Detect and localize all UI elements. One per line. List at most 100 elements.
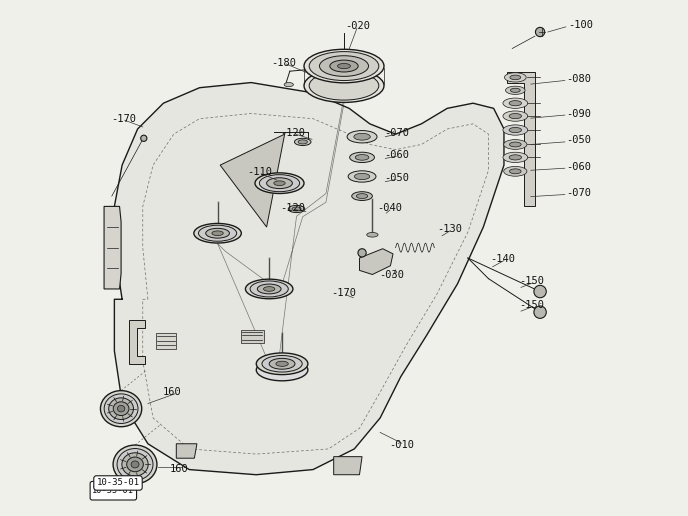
Text: -080: -080: [566, 74, 591, 84]
Ellipse shape: [122, 453, 148, 476]
Text: 160: 160: [162, 387, 181, 397]
Ellipse shape: [304, 50, 384, 83]
Ellipse shape: [113, 445, 157, 484]
Text: -170: -170: [111, 114, 136, 124]
Ellipse shape: [510, 88, 520, 92]
Ellipse shape: [330, 60, 358, 72]
Ellipse shape: [504, 166, 527, 176]
Ellipse shape: [206, 228, 230, 238]
Text: -030: -030: [379, 269, 404, 280]
Ellipse shape: [309, 71, 379, 100]
Text: -110: -110: [247, 167, 272, 178]
Ellipse shape: [509, 114, 522, 119]
Ellipse shape: [503, 152, 528, 163]
Circle shape: [534, 285, 546, 298]
Ellipse shape: [509, 127, 522, 133]
Ellipse shape: [267, 178, 292, 189]
Ellipse shape: [354, 133, 370, 140]
Ellipse shape: [347, 131, 377, 143]
Ellipse shape: [506, 86, 525, 94]
Ellipse shape: [367, 232, 378, 237]
Ellipse shape: [510, 169, 521, 174]
Ellipse shape: [104, 394, 138, 424]
Circle shape: [358, 249, 366, 257]
Ellipse shape: [504, 73, 526, 82]
Text: -170: -170: [332, 288, 356, 298]
Text: -050: -050: [566, 135, 591, 146]
Ellipse shape: [269, 358, 295, 369]
Ellipse shape: [354, 173, 369, 180]
Ellipse shape: [246, 279, 293, 299]
Text: -120: -120: [280, 128, 305, 138]
Text: -100: -100: [568, 20, 594, 30]
Text: -010: -010: [389, 440, 414, 450]
Ellipse shape: [294, 138, 311, 146]
Ellipse shape: [100, 391, 142, 427]
Polygon shape: [241, 330, 264, 343]
Ellipse shape: [194, 223, 241, 243]
Circle shape: [140, 135, 147, 141]
Ellipse shape: [274, 181, 285, 186]
Polygon shape: [176, 444, 197, 458]
Ellipse shape: [319, 56, 369, 76]
Text: -130: -130: [437, 224, 462, 234]
Ellipse shape: [510, 142, 521, 147]
Ellipse shape: [503, 125, 528, 135]
Ellipse shape: [503, 111, 528, 121]
Text: -090: -090: [566, 108, 591, 119]
Text: -150: -150: [519, 276, 544, 286]
Ellipse shape: [257, 284, 281, 294]
Text: -180: -180: [270, 58, 296, 68]
Polygon shape: [129, 320, 145, 364]
Ellipse shape: [257, 359, 308, 381]
Ellipse shape: [255, 173, 304, 194]
Circle shape: [535, 27, 545, 37]
Polygon shape: [155, 333, 176, 349]
Ellipse shape: [127, 457, 143, 472]
Ellipse shape: [503, 98, 528, 108]
Ellipse shape: [276, 361, 288, 366]
Polygon shape: [506, 72, 535, 206]
Text: -040: -040: [377, 203, 402, 214]
Ellipse shape: [509, 155, 522, 160]
Circle shape: [534, 306, 546, 318]
Ellipse shape: [338, 63, 350, 69]
Ellipse shape: [198, 225, 237, 241]
Ellipse shape: [509, 101, 522, 106]
Ellipse shape: [259, 174, 300, 192]
Polygon shape: [334, 457, 362, 475]
Ellipse shape: [356, 194, 367, 199]
Polygon shape: [220, 134, 285, 227]
Ellipse shape: [262, 356, 302, 372]
Text: -020: -020: [345, 21, 370, 31]
Ellipse shape: [288, 205, 305, 213]
Ellipse shape: [292, 207, 301, 211]
Ellipse shape: [109, 398, 133, 420]
Text: 160: 160: [170, 463, 189, 474]
Ellipse shape: [304, 69, 384, 102]
Ellipse shape: [114, 402, 129, 415]
Text: -060: -060: [566, 162, 591, 172]
Ellipse shape: [355, 155, 369, 160]
Ellipse shape: [250, 281, 288, 297]
Ellipse shape: [350, 152, 374, 163]
Polygon shape: [104, 206, 121, 289]
Text: -150: -150: [519, 300, 544, 311]
Ellipse shape: [352, 191, 372, 201]
Ellipse shape: [298, 140, 308, 144]
FancyBboxPatch shape: [90, 481, 136, 500]
Polygon shape: [359, 249, 393, 275]
Ellipse shape: [284, 83, 293, 87]
Ellipse shape: [348, 171, 376, 182]
Text: -140: -140: [490, 254, 515, 264]
Ellipse shape: [131, 461, 139, 468]
Text: -070: -070: [384, 128, 409, 138]
Ellipse shape: [309, 52, 379, 80]
Ellipse shape: [118, 406, 125, 412]
Ellipse shape: [117, 448, 153, 480]
Ellipse shape: [264, 287, 275, 291]
Ellipse shape: [510, 75, 521, 80]
Ellipse shape: [212, 231, 223, 235]
Text: -120: -120: [280, 203, 305, 213]
Ellipse shape: [504, 140, 527, 150]
